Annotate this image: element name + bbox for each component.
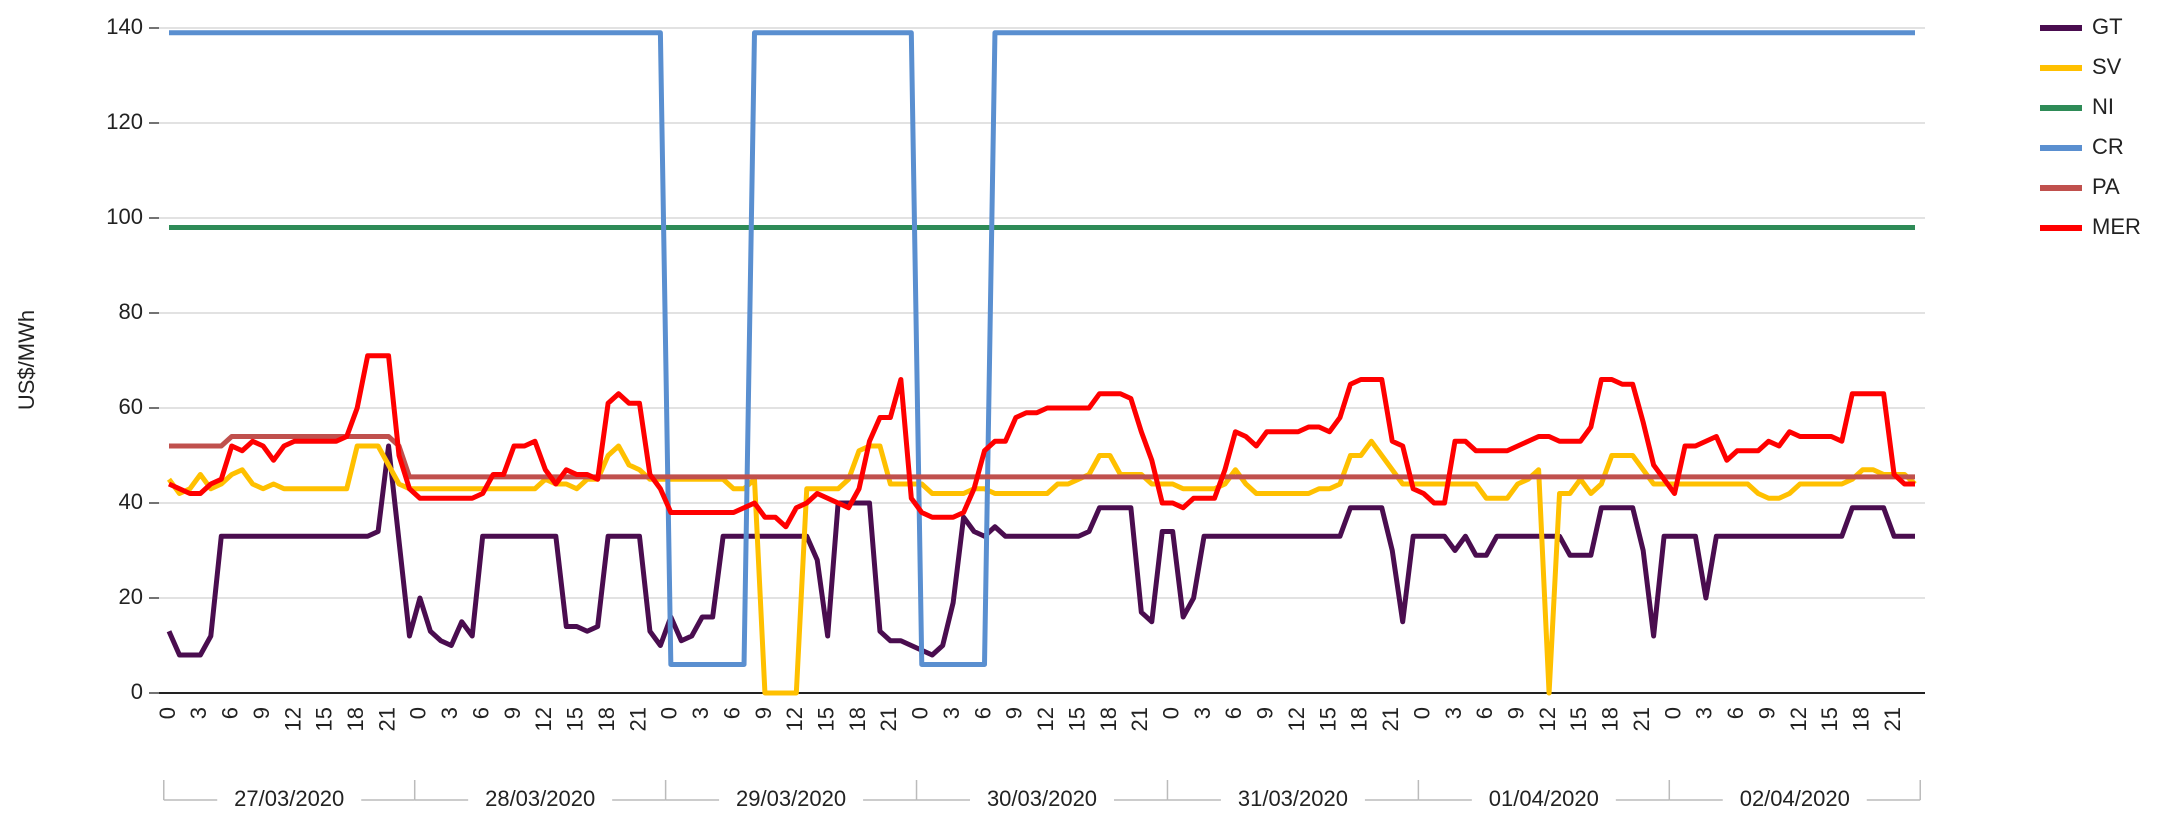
- x-tick-label: 3: [688, 707, 713, 719]
- y-tick-label: 60: [119, 394, 143, 419]
- x-tick-label: 18: [1347, 707, 1372, 731]
- x-tick-label: 15: [312, 707, 337, 731]
- x-tick-label: 0: [1159, 707, 1184, 719]
- x-tick-label: 0: [155, 707, 180, 719]
- x-tick-label: 9: [1754, 707, 1779, 719]
- x-tick-label: 3: [186, 707, 211, 719]
- y-axis-label: US$/MWh: [14, 310, 39, 410]
- x-tick-label: 12: [531, 707, 556, 731]
- legend-label: MER: [2092, 214, 2141, 239]
- series-line: [167, 353, 1915, 530]
- legend-label: NI: [2092, 94, 2114, 119]
- x-tick-label: 12: [1033, 707, 1058, 731]
- group-label: 29/03/2020: [736, 786, 846, 811]
- series-line: [166, 443, 1915, 658]
- x-tick-label: 3: [1692, 707, 1717, 719]
- x-tick-label: 9: [1253, 707, 1278, 719]
- x-tick-label: 0: [406, 707, 431, 719]
- x-tick-label: 3: [1190, 707, 1215, 719]
- group-label: 01/04/2020: [1489, 786, 1599, 811]
- y-tick-label: 20: [119, 584, 143, 609]
- x-tick-label: 9: [1002, 707, 1027, 719]
- x-tick-label: 18: [845, 707, 870, 731]
- x-tick-label: 6: [719, 707, 744, 719]
- x-tick-label: 6: [468, 707, 493, 719]
- group-label: 02/04/2020: [1740, 786, 1850, 811]
- x-tick-label: 18: [594, 707, 619, 731]
- y-tick-label: 0: [131, 679, 143, 704]
- x-tick-label: 21: [1127, 707, 1152, 731]
- x-tick-label: 21: [876, 707, 901, 731]
- x-tick-label: 15: [813, 707, 838, 731]
- legend-label: PA: [2092, 174, 2120, 199]
- x-tick-label: 21: [1629, 707, 1654, 731]
- x-tick-label: 18: [1598, 707, 1623, 731]
- x-tick-label: 3: [437, 707, 462, 719]
- x-tick-label: 6: [1221, 707, 1246, 719]
- x-tick-label: 12: [280, 707, 305, 731]
- group-label-bg: [1722, 786, 1867, 814]
- x-tick-label: 6: [1472, 707, 1497, 719]
- x-tick-label: 12: [1786, 707, 1811, 731]
- legend-label: SV: [2092, 54, 2122, 79]
- x-tick-label: 9: [249, 707, 274, 719]
- group-label-bg: [1220, 786, 1365, 814]
- group-label: 30/03/2020: [987, 786, 1097, 811]
- series-line: [169, 30, 1915, 667]
- x-tick-label: 3: [1441, 707, 1466, 719]
- y-tick-label: 140: [106, 14, 143, 39]
- x-tick-label: 21: [625, 707, 650, 731]
- y-tick-label: 80: [119, 299, 143, 324]
- group-label-bg: [970, 786, 1114, 814]
- x-tick-label: 9: [751, 707, 776, 719]
- y-tick-label: 40: [119, 489, 143, 514]
- x-tick-label: 18: [1096, 707, 1121, 731]
- x-tick-label: 15: [1566, 707, 1591, 731]
- x-tick-label: 12: [1535, 707, 1560, 731]
- series-line: [169, 434, 1915, 480]
- x-tick-label: 0: [1660, 707, 1685, 719]
- x-tick-label: 15: [1064, 707, 1089, 731]
- x-tick-label: 0: [908, 707, 933, 719]
- x-tick-label: 9: [500, 707, 525, 719]
- y-tick-label: 120: [106, 109, 143, 134]
- x-tick-label: 6: [218, 707, 243, 719]
- x-tick-label: 15: [563, 707, 588, 731]
- x-tick-label: 0: [1409, 707, 1434, 719]
- x-tick-label: 21: [1880, 707, 1905, 731]
- x-tick-label: 21: [374, 707, 399, 731]
- legend-label: GT: [2092, 14, 2123, 39]
- x-tick-label: 18: [1849, 707, 1874, 731]
- group-label: 31/03/2020: [1238, 786, 1348, 811]
- x-tick-label: 3: [939, 707, 964, 719]
- x-tick-label: 15: [1817, 707, 1842, 731]
- series-line: [166, 438, 1917, 696]
- x-tick-label: 9: [1504, 707, 1529, 719]
- x-tick-label: 21: [1378, 707, 1403, 731]
- group-label-bg: [468, 786, 613, 814]
- group-label: 28/03/2020: [485, 786, 595, 811]
- x-tick-label: 15: [1315, 707, 1340, 731]
- legend-label: CR: [2092, 134, 2124, 159]
- group-label-bg: [217, 786, 362, 814]
- x-tick-label: 12: [782, 707, 807, 731]
- group-label: 27/03/2020: [234, 786, 344, 811]
- y-tick-label: 100: [106, 204, 143, 229]
- x-tick-label: 18: [343, 707, 368, 731]
- x-tick-label: 6: [1723, 707, 1748, 719]
- x-tick-label: 12: [1284, 707, 1309, 731]
- x-tick-label: 0: [657, 707, 682, 719]
- x-tick-label: 6: [970, 707, 995, 719]
- group-label-bg: [1471, 786, 1616, 814]
- group-label-bg: [719, 786, 864, 814]
